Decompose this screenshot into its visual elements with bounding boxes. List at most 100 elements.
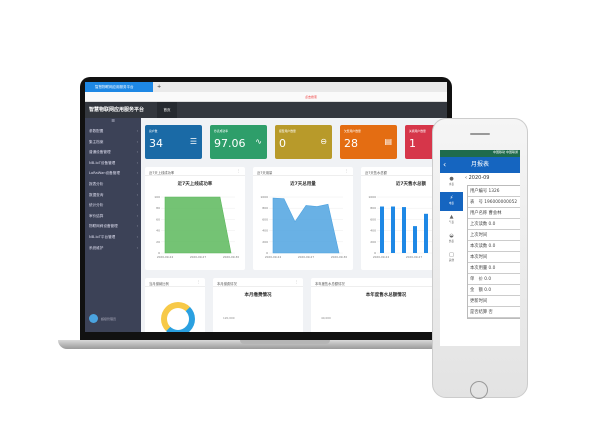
phone-nav-item[interactable]: ● 水表 bbox=[440, 173, 463, 192]
panel-header: 当月缴纳比例 bbox=[145, 278, 205, 287]
phone-home-button[interactable] bbox=[470, 381, 488, 399]
sidebar-item[interactable]: NB-IoT平台管理 bbox=[85, 232, 141, 243]
new-tab-button[interactable]: + bbox=[157, 84, 162, 90]
x-tick-label: 2020-09-27 bbox=[298, 255, 314, 259]
chart-title: 本年度售水总额情况 bbox=[365, 293, 407, 298]
page-title: 月报表 bbox=[470, 161, 489, 168]
report-row: 用户编号 1326 bbox=[468, 186, 520, 197]
axis-tick: 120,000 bbox=[223, 316, 235, 320]
address-bar[interactable]: 点击搜索 bbox=[85, 92, 447, 102]
month-selector[interactable]: ‹ 2020-09 bbox=[465, 175, 520, 181]
stat-label: 报警用户数量 bbox=[279, 129, 296, 133]
sidebar-item[interactable]: 数据查询 bbox=[85, 190, 141, 201]
prev-month-icon[interactable]: ‹ bbox=[465, 175, 469, 181]
bar bbox=[402, 207, 406, 253]
nav-label: 热表 bbox=[448, 240, 455, 243]
report-row: 是否结算 否 bbox=[468, 307, 520, 318]
phone-screen: 中国移动 中国联通 ‹ 月报表 ● 水表 ⚡ 电表 ▲ 气表 ◒ 热表 □ 其他 ‹ 2020-0… bbox=[440, 150, 520, 346]
stat-card[interactable]: 总户数 34 ☰ bbox=[145, 125, 202, 159]
report-row: 本次时间 bbox=[468, 252, 520, 263]
area-series bbox=[272, 197, 340, 254]
chart-svg: 0 20 40 60 80 100 2020-09-24 2020-09-27 2020-09-… bbox=[154, 195, 239, 259]
sidebar-item[interactable]: 物联网阀设备管理 bbox=[85, 221, 141, 232]
phone-side-nav: ● 水表 ⚡ 电表 ▲ 气表 ◒ 热表 □ 其他 bbox=[440, 173, 463, 346]
y-tick-label: 400 bbox=[370, 229, 376, 233]
chart-panel: 近7天上线成功率近7天上线成功率0204060801002020-09-2420… bbox=[145, 167, 245, 270]
month-value: 2020-09 bbox=[468, 175, 490, 181]
user-info[interactable]: 超级管理员 bbox=[89, 314, 116, 323]
sidebar-item[interactable]: 普通设备管理 bbox=[85, 147, 141, 158]
chart-title: 近7天总用量 bbox=[290, 182, 316, 187]
sidebar-item[interactable]: 系统维护 bbox=[85, 243, 141, 254]
phone-nav-item[interactable]: ◒ 热表 bbox=[440, 230, 463, 249]
sidebar-item[interactable]: 审价结算 bbox=[85, 211, 141, 222]
stat-card[interactable]: 抄表成功率 97.06 ∿ bbox=[210, 125, 267, 159]
stat-value: 28 bbox=[344, 137, 358, 150]
report-row: 上次时间 bbox=[468, 230, 520, 241]
y-tick-label: 20 bbox=[156, 240, 160, 244]
back-icon[interactable]: ‹ bbox=[443, 160, 447, 169]
app-header: 智慧物联网应用服务平台 首页 bbox=[85, 102, 447, 118]
y-tick-label: 80 bbox=[156, 206, 160, 210]
phone-header: ‹ 月报表 bbox=[440, 157, 520, 173]
panel-header: 近7天上线成功率 bbox=[145, 167, 245, 176]
heat-icon: ◒ bbox=[449, 233, 454, 239]
panel-header: 本年度售水总额情况 bbox=[311, 278, 447, 287]
user-name: 超级管理员 bbox=[101, 316, 117, 321]
sidebar-item[interactable]: 统计分析 bbox=[85, 200, 141, 211]
y-tick-label: 40 bbox=[156, 229, 160, 233]
x-tick-label: 2020-09-30 bbox=[223, 255, 239, 259]
chart-panel: 当月缴纳比例 bbox=[145, 278, 205, 332]
brand-title: 智慧物联网应用服务平台 bbox=[89, 107, 145, 113]
stat-value: 34 bbox=[149, 137, 163, 150]
y-tick-label: 200 bbox=[370, 240, 376, 244]
report-row: 表 号 196000000052 bbox=[468, 197, 520, 208]
chart-svg: 0 200 400 600 800 1000 2020-09-24 2020-09-27 202… bbox=[260, 195, 347, 259]
sidebar-item[interactable]: LoRaWan设备管理 bbox=[85, 168, 141, 179]
y-tick-label: 1000 bbox=[368, 195, 376, 199]
x-tick-label: 2020-09-24 bbox=[373, 255, 389, 259]
water-icon: ● bbox=[449, 176, 454, 182]
report-list: 用户编号 1326 表 号 196000000052 用户名称 曹会林 上次读数 0.… bbox=[467, 185, 520, 319]
status-bar: 中国移动 中国联通 bbox=[440, 150, 520, 157]
phone-nav-item[interactable]: ▲ 气表 bbox=[440, 211, 463, 230]
panel-header: 近7天售水总额 bbox=[361, 167, 447, 176]
y-tick-label: 800 bbox=[370, 206, 376, 210]
nav-label: 水表 bbox=[448, 183, 455, 186]
chart-panel: 近7天用量近7天总用量 0 200 400 600 800 1000 2020-09-24 20… bbox=[253, 167, 353, 270]
nav-label: 电表 bbox=[448, 202, 455, 205]
sidebar-toggle[interactable]: ☰ bbox=[111, 118, 115, 123]
panel-header: 本月缴费情况 bbox=[213, 278, 303, 287]
phone-nav-item[interactable]: ⚡ 电表 bbox=[440, 192, 463, 211]
pulse-icon: ∿ bbox=[255, 137, 262, 146]
chart-title: 近7天售水总额 bbox=[395, 182, 427, 187]
report-row: 本次读数 0.0 bbox=[468, 241, 520, 252]
nav-label: 其他 bbox=[448, 259, 455, 262]
sidebar-item[interactable]: 参数配置 bbox=[85, 126, 141, 137]
x-tick-label: 2020-09-27 bbox=[190, 255, 206, 259]
browser-tab[interactable]: 智慧物联网应用服务平台 bbox=[85, 82, 153, 92]
report-row: 上次读数 0.0 bbox=[468, 219, 520, 230]
sidebar-item[interactable]: NB-IoT设备管理 bbox=[85, 158, 141, 169]
stat-label: 总户数 bbox=[149, 129, 158, 133]
sidebar-item[interactable]: 报表分析 bbox=[85, 179, 141, 190]
stat-value: 0 bbox=[279, 137, 286, 150]
card-icon: ▤ bbox=[384, 137, 392, 146]
x-tick-label: 2020-09-27 bbox=[406, 255, 422, 259]
electric-icon: ⚡ bbox=[449, 195, 454, 201]
search-hint[interactable]: 点击搜索 bbox=[305, 95, 318, 99]
sidebar: ☰ 参数配置集主档案普通设备管理NB-IoT设备管理LoRaWan设备管理报表分… bbox=[85, 118, 141, 332]
y-tick-label: 1000 bbox=[260, 195, 268, 199]
laptop-notch bbox=[240, 340, 330, 344]
stat-card[interactable]: 报警用户数量 0 ⊖ bbox=[275, 125, 332, 159]
area-series bbox=[164, 196, 232, 254]
report-row: 用户名称 曹会林 bbox=[468, 208, 520, 219]
phone-nav-item[interactable]: □ 其他 bbox=[440, 249, 463, 268]
gas-icon: ▲ bbox=[449, 214, 454, 220]
tab-home[interactable]: 首页 bbox=[157, 102, 177, 118]
chart-panel: 本年度售水总额情况本年度售水总额情况40,000 bbox=[311, 278, 447, 332]
bar bbox=[380, 206, 384, 253]
browser-tabbar: 智慧物联网应用服务平台 + bbox=[85, 82, 447, 92]
sidebar-item[interactable]: 集主档案 bbox=[85, 137, 141, 148]
stat-card[interactable]: 欠费用户数量 28 ▤ bbox=[340, 125, 397, 159]
